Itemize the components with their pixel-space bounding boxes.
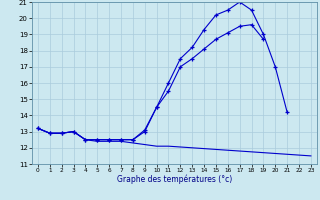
X-axis label: Graphe des températures (°c): Graphe des températures (°c) [117,175,232,184]
